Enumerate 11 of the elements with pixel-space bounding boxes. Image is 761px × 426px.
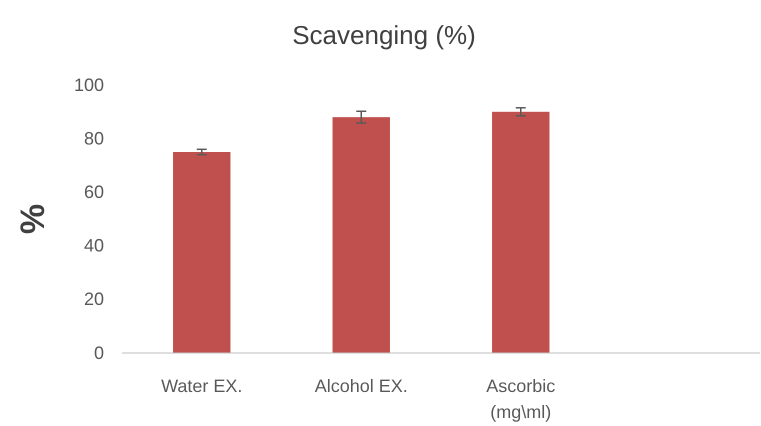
y-tick-label: 80: [84, 128, 104, 148]
y-tick-label: 40: [84, 236, 104, 256]
y-axis-title: %: [14, 204, 52, 234]
y-tick-label: 60: [84, 182, 104, 202]
y-tick-label: 20: [84, 289, 104, 310]
x-tick-label: Water EX.: [161, 376, 242, 396]
x-tick-label: Ascorbic (mg\ml): [486, 376, 556, 422]
y-tick-label: 0: [94, 342, 104, 363]
x-tick-label: Alcohol EX.: [314, 376, 408, 396]
chart-title: Scavenging (%): [292, 20, 476, 50]
y-tick-label: 100: [74, 74, 104, 95]
